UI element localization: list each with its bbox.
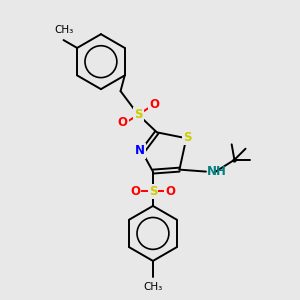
Text: O: O	[166, 185, 176, 198]
Text: O: O	[118, 116, 128, 129]
Text: O: O	[130, 185, 140, 198]
Text: N: N	[135, 145, 145, 158]
Text: CH₃: CH₃	[54, 25, 73, 35]
Text: S: S	[149, 185, 157, 198]
Text: O: O	[149, 98, 159, 111]
Text: S: S	[183, 131, 191, 144]
Text: CH₃: CH₃	[143, 281, 163, 292]
Text: S: S	[134, 108, 142, 121]
Text: NH: NH	[207, 165, 227, 178]
